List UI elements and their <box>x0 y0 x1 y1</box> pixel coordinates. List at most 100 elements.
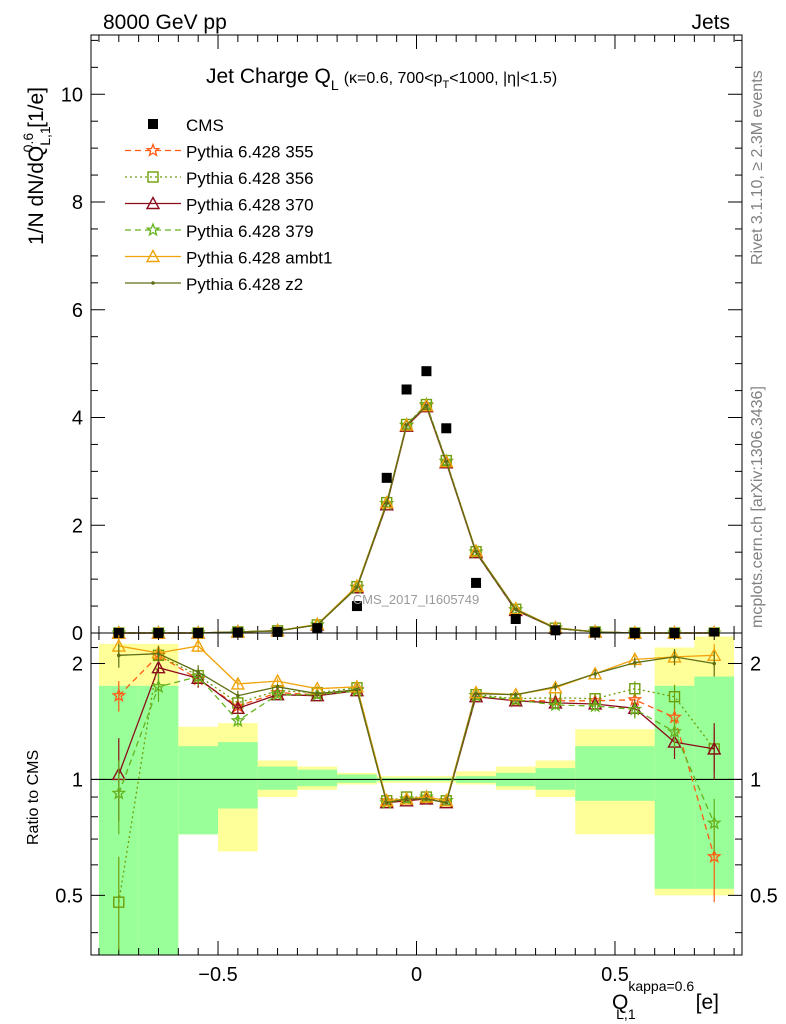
ratio-panel-content: 0.5 0.5 1 1 2 2 −0.5 0 0.5 <box>55 633 778 986</box>
ratio-point-5 <box>404 797 409 801</box>
ratio-point-3 <box>270 686 286 701</box>
cms-data-point <box>421 366 432 377</box>
uncertainty-band-stat <box>178 746 219 835</box>
ratio-point-4 <box>439 793 454 807</box>
legend-label-4: Pythia 6.428 ambt1 <box>186 249 332 268</box>
uncertainty-band-stat <box>575 746 615 801</box>
ratio-point-5 <box>712 661 717 666</box>
ratio-point-3 <box>151 678 166 694</box>
uncertainty-band-stat <box>297 769 338 787</box>
ratio-point-1 <box>668 690 681 703</box>
series-point-4 <box>399 417 414 431</box>
legend-label-2: Pythia 6.428 370 <box>186 196 314 215</box>
x-axis-label-main: Q <box>612 991 628 1014</box>
x-axis-label-unit: [e] <box>696 991 719 1014</box>
uncertainty-band-stat <box>138 685 179 955</box>
header-left: 8000 GeV pp <box>103 11 227 34</box>
chart-title-cut-end: <1000, |η|<1.5) <box>449 70 557 87</box>
cms-data-point <box>381 472 392 483</box>
ratio-point-5 <box>633 660 637 665</box>
header-right: Jets <box>691 11 730 34</box>
ratio-ytick-label-right: 2 <box>750 653 761 675</box>
series-point-5 <box>513 607 518 612</box>
ratio-point-4 <box>379 793 394 807</box>
ratio-point-5 <box>444 800 449 805</box>
ratio-point-5 <box>593 672 597 676</box>
legend-label-3: Pythia 6.428 379 <box>186 222 314 241</box>
ratio-line-3 <box>118 675 715 824</box>
legend-marker-5 <box>151 281 155 285</box>
series-point-5 <box>404 423 409 427</box>
series-point-5 <box>355 585 359 590</box>
ratio-ylabel: Ratio to CMS <box>25 750 42 845</box>
ratio-point-4 <box>419 789 434 803</box>
ratio-point-5 <box>513 692 518 697</box>
series-point-4 <box>379 495 394 509</box>
ratio-point-5 <box>196 670 200 674</box>
ratio-ytick-label-right: 0.5 <box>750 885 778 907</box>
uncertainty-band-stat <box>218 742 258 809</box>
series-point-3 <box>468 544 484 559</box>
uncertainty-band-stat <box>337 774 377 783</box>
main-ylabel: 1/N dN/dQL,10.6 [1/e] <box>20 87 53 245</box>
main-ytick-label: 2 <box>72 515 83 537</box>
series-point-5 <box>424 403 429 408</box>
x-tick-label: 0 <box>411 964 422 986</box>
ratio-point-3 <box>706 815 722 830</box>
series-line-5 <box>118 404 715 634</box>
cms-data-point <box>441 423 452 434</box>
cms-data-point <box>550 625 561 636</box>
legend-marker-4 <box>145 249 161 263</box>
ratio-point-3 <box>627 701 643 716</box>
chart-title: Jet Charge QL (κ=0.6, 700<pT<1000, |η|<1.… <box>206 65 557 93</box>
legend-label-0: Pythia 6.428 355 <box>186 143 314 162</box>
mcplots-label: mcplots.cern.ch [arXiv:1306.3436] <box>749 386 766 628</box>
main-ytick-label: 6 <box>72 300 83 322</box>
ratio-panel-frame <box>90 632 743 956</box>
main-ytick-label: 10 <box>61 84 83 106</box>
ratio-point-4 <box>468 685 484 699</box>
cms-data-point <box>312 623 323 634</box>
uncertainty-band-stat <box>614 746 655 801</box>
ratio-point-1 <box>629 683 641 695</box>
main-ylabel-sub: L,1 <box>37 126 53 146</box>
ratio-ytick-label: 2 <box>72 653 83 675</box>
ratio-point-3 <box>667 723 682 739</box>
legend-marker-cms <box>148 119 158 129</box>
series-point-4 <box>419 398 434 412</box>
ratio-point-3 <box>230 712 246 728</box>
uncertainty-band-stat <box>257 766 298 790</box>
series-point-4 <box>439 454 454 468</box>
cms-data-point <box>590 627 601 638</box>
watermark: CMS_2017_I1605749 <box>353 592 480 607</box>
ratio-point-5 <box>384 800 389 805</box>
chart-title-main: Jet Charge Q <box>206 65 331 88</box>
ratio-point-5 <box>116 653 121 658</box>
ratio-point-3 <box>399 791 415 806</box>
ratio-point-1 <box>113 896 125 908</box>
ratio-point-5 <box>236 693 240 698</box>
ratio-point-2 <box>707 741 722 755</box>
legend-marker-1 <box>147 171 159 183</box>
ratio-ytick-label: 0.5 <box>55 885 83 907</box>
chart-title-cut-sub: T <box>442 79 449 91</box>
series-point-4 <box>349 578 365 592</box>
cms-data-point <box>351 601 362 612</box>
ratio-point-3 <box>111 785 127 800</box>
x-axis-label-sup: kappa=0.6 <box>628 978 694 994</box>
chart-title-sub: L <box>331 77 339 93</box>
ratio-point-5 <box>672 655 677 659</box>
legend-marker-2 <box>145 196 161 210</box>
main-ytick-label: 8 <box>72 192 83 214</box>
x-tick-label: −0.5 <box>198 964 237 986</box>
ratio-point-5 <box>355 687 359 692</box>
cms-data-point <box>232 627 243 638</box>
ratio-ytick-label-right: 1 <box>750 769 761 791</box>
series-point-3 <box>349 579 365 595</box>
legend-label-1: Pythia 6.428 356 <box>186 169 314 188</box>
rivet-label: Rivet 3.1.10, ≥ 2.3M events <box>749 70 766 265</box>
series-point-5 <box>474 549 478 554</box>
series-point-4 <box>508 601 523 615</box>
ratio-point-5 <box>553 684 558 689</box>
